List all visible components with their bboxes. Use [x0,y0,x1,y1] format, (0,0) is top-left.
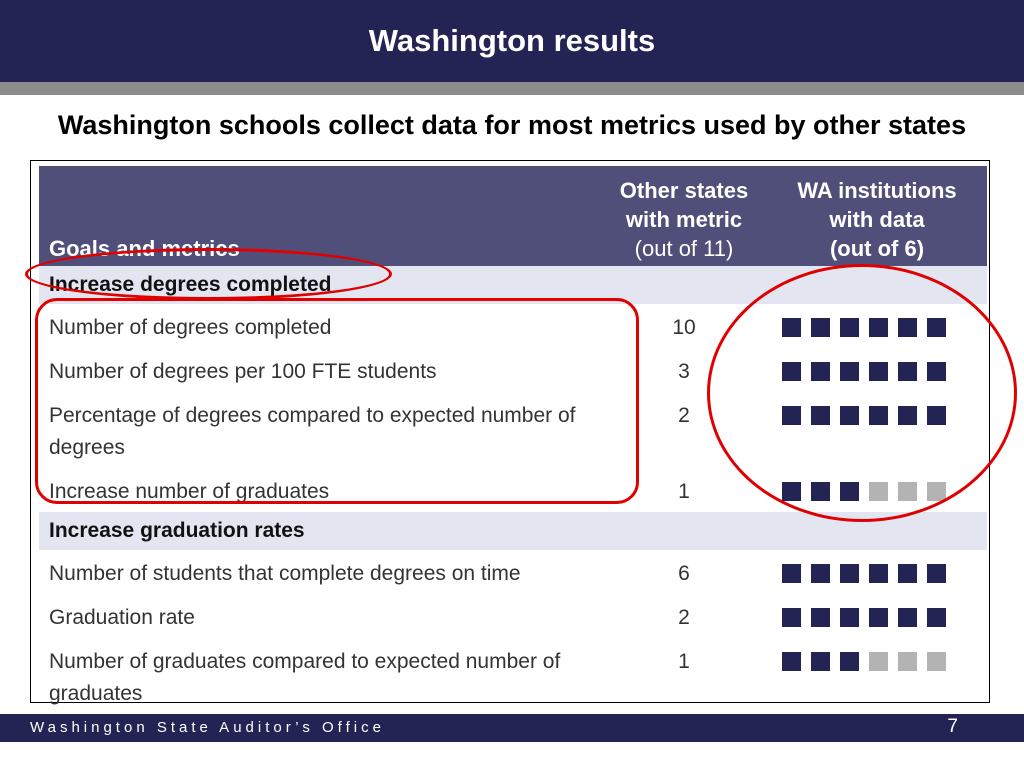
header-wa-line1: WA institutions [797,178,957,203]
square-no-data [898,652,917,671]
header-other-line3: (out of 11) [634,236,734,261]
square-no-data [927,482,946,501]
other-states-count: 1 [678,650,690,673]
square-has-data [811,362,830,381]
table-row: Number of graduates compared to expected… [39,638,987,714]
other-states-count: 1 [678,480,690,503]
square-has-data [869,406,888,425]
square-has-data [782,406,801,425]
slide-title-bar: Washington results [0,0,1024,82]
square-no-data [869,482,888,501]
square-has-data [782,482,801,501]
square-has-data [782,652,801,671]
square-has-data [782,564,801,583]
wa-squares [782,362,946,381]
square-has-data [898,564,917,583]
wa-squares [782,608,946,627]
section-title: Increase graduation rates [49,519,305,542]
square-has-data [840,652,859,671]
header-goals: Goals and metrics [49,236,240,261]
metric-label: Increase number of graduates [49,480,330,503]
square-has-data [869,318,888,337]
square-no-data [869,652,888,671]
section-row: Increase degrees completed [39,266,987,304]
metric-label: Graduation rate [49,606,195,629]
header-wa-line2: with data [829,207,925,232]
square-has-data [898,362,917,381]
square-has-data [811,652,830,671]
table-row: Percentage of degrees compared to expect… [39,392,987,468]
metric-label: Percentage of degrees compared to expect… [49,404,576,459]
square-no-data [927,652,946,671]
square-has-data [869,608,888,627]
square-has-data [840,406,859,425]
wa-squares [782,652,946,671]
square-no-data [898,482,917,501]
wa-squares [782,318,946,337]
slide-subtitle: Washington schools collect data for most… [57,110,967,140]
square-has-data [898,406,917,425]
page-number: 7 [947,716,958,737]
wa-squares [782,482,946,501]
wa-squares [782,564,946,583]
metric-label: Number of degrees completed [49,316,332,339]
wa-squares [782,406,946,425]
other-states-count: 6 [678,562,690,585]
header-other-states: Other states with metric (out of 11) [599,176,769,263]
header-wa-line3: (out of 6) [829,236,925,261]
square-has-data [927,608,946,627]
slide-footer: Washington State Auditor’s Office 7 [0,714,1024,742]
table-row: Number of degrees completed 10 [39,304,987,348]
other-states-count: 2 [678,404,690,427]
table-row: Number of students that complete degrees… [39,550,987,594]
square-has-data [840,564,859,583]
header-other-line2: with metric [625,207,743,232]
other-states-count: 3 [678,360,690,383]
slide-title: Washington results [368,23,656,58]
table-row: Increase number of graduates 1 [39,468,987,512]
square-has-data [869,564,888,583]
square-has-data [782,362,801,381]
square-has-data [927,362,946,381]
square-has-data [782,608,801,627]
square-has-data [927,318,946,337]
metrics-table-frame: Goals and metrics Other states with metr… [30,160,990,705]
other-states-count: 10 [672,316,696,339]
header-wa-institutions: WA institutions with data (out of 6) [777,176,977,263]
square-has-data [782,318,801,337]
square-has-data [840,362,859,381]
square-has-data [811,318,830,337]
square-has-data [927,406,946,425]
square-has-data [898,318,917,337]
metrics-table: Goals and metrics Other states with metr… [39,166,987,714]
footer-org: Washington State Auditor’s Office [30,719,385,736]
table-header: Goals and metrics Other states with metr… [39,166,987,266]
metric-label: Number of students that complete degrees… [49,562,521,585]
metric-label: Number of graduates compared to expected… [49,650,561,705]
square-has-data [811,564,830,583]
title-divider [0,82,1024,95]
header-other-line1: Other states [619,178,749,203]
square-has-data [811,406,830,425]
section-row: Increase graduation rates [39,512,987,550]
metric-label: Number of degrees per 100 FTE students [49,360,437,383]
square-has-data [898,608,917,627]
section-title: Increase degrees completed [49,273,332,296]
square-has-data [840,318,859,337]
square-has-data [840,608,859,627]
square-has-data [869,362,888,381]
square-has-data [927,564,946,583]
square-has-data [811,608,830,627]
square-has-data [840,482,859,501]
other-states-count: 2 [678,606,690,629]
table-row: Number of degrees per 100 FTE students 3 [39,348,987,392]
table-row: Graduation rate 2 [39,594,987,638]
square-has-data [811,482,830,501]
